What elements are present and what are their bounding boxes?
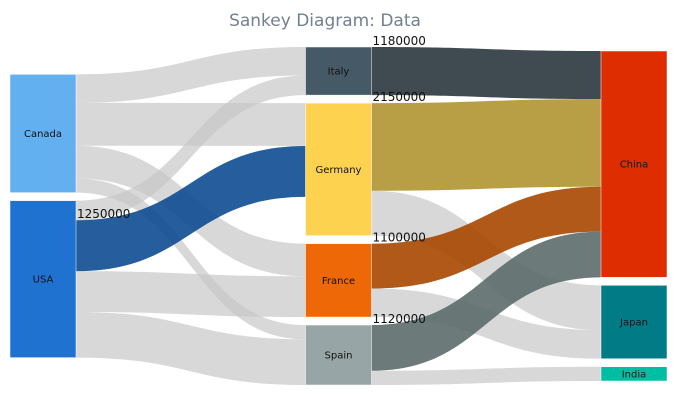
link-usa-france[interactable]	[76, 271, 306, 318]
link-italy-china[interactable]	[371, 47, 602, 100]
link-usa-spain[interactable]	[76, 311, 306, 385]
link-spain-china[interactable]	[371, 231, 602, 371]
links-layer	[76, 47, 601, 385]
link-germany-japan[interactable]	[371, 190, 602, 331]
node-usa[interactable]	[9, 200, 77, 358]
link-france-china[interactable]	[371, 186, 602, 289]
link-usa-germany[interactable]	[76, 145, 306, 272]
node-france[interactable]	[305, 243, 372, 318]
link-label-france-china: 1100000	[373, 231, 426, 245]
node-germany[interactable]	[305, 102, 372, 236]
node-label-canada: Canada	[24, 129, 62, 140]
node-label-india: India	[622, 369, 647, 380]
link-spain-india[interactable]	[371, 366, 602, 385]
link-canada-germany[interactable]	[76, 102, 306, 146]
node-label-usa: USA	[33, 275, 54, 286]
node-china[interactable]	[600, 50, 668, 278]
link-canada-italy[interactable]	[76, 47, 306, 103]
node-label-spain: Spain	[325, 351, 353, 362]
node-japan[interactable]	[600, 285, 668, 359]
nodes-layer: Canada USA Italy Germany France Spain China Jap…	[9, 46, 668, 386]
link-canada-spain[interactable]	[76, 178, 306, 340]
link-label-germany-china: 2150000	[373, 90, 426, 104]
node-label-germany: Germany	[316, 165, 362, 176]
node-spain[interactable]	[305, 324, 372, 386]
node-india[interactable]	[600, 366, 668, 382]
link-usa-italy[interactable]	[76, 75, 306, 221]
node-label-france: France	[322, 276, 355, 287]
link-labels-layer: 1250000 1180000 2150000 1100000 1120000	[77, 34, 426, 326]
link-label-usa-germany: 1250000	[77, 207, 130, 221]
link-label-spain-china: 1120000	[373, 312, 426, 326]
link-germany-china[interactable]	[371, 99, 602, 191]
node-italy[interactable]	[305, 46, 372, 96]
node-canada[interactable]	[9, 74, 77, 193]
node-label-china: China	[620, 160, 649, 171]
chart-title: Sankey Diagram: Data	[229, 11, 421, 31]
link-label-italy-china: 1180000	[373, 34, 426, 48]
node-label-japan: Japan	[619, 318, 648, 329]
node-label-italy: Italy	[328, 67, 350, 78]
